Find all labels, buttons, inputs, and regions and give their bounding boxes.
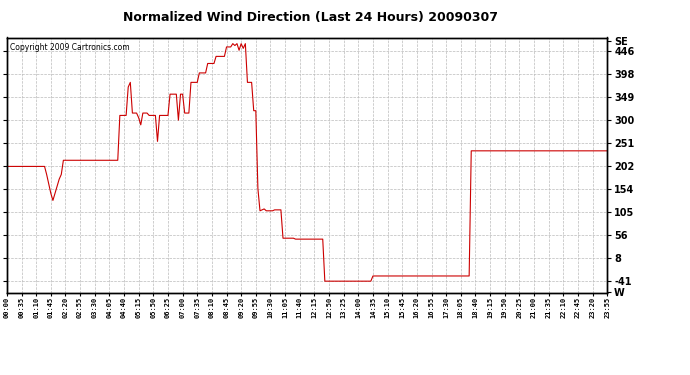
Text: Normalized Wind Direction (Last 24 Hours) 20090307: Normalized Wind Direction (Last 24 Hours…	[123, 11, 498, 24]
Text: Copyright 2009 Cartronics.com: Copyright 2009 Cartronics.com	[10, 43, 130, 52]
